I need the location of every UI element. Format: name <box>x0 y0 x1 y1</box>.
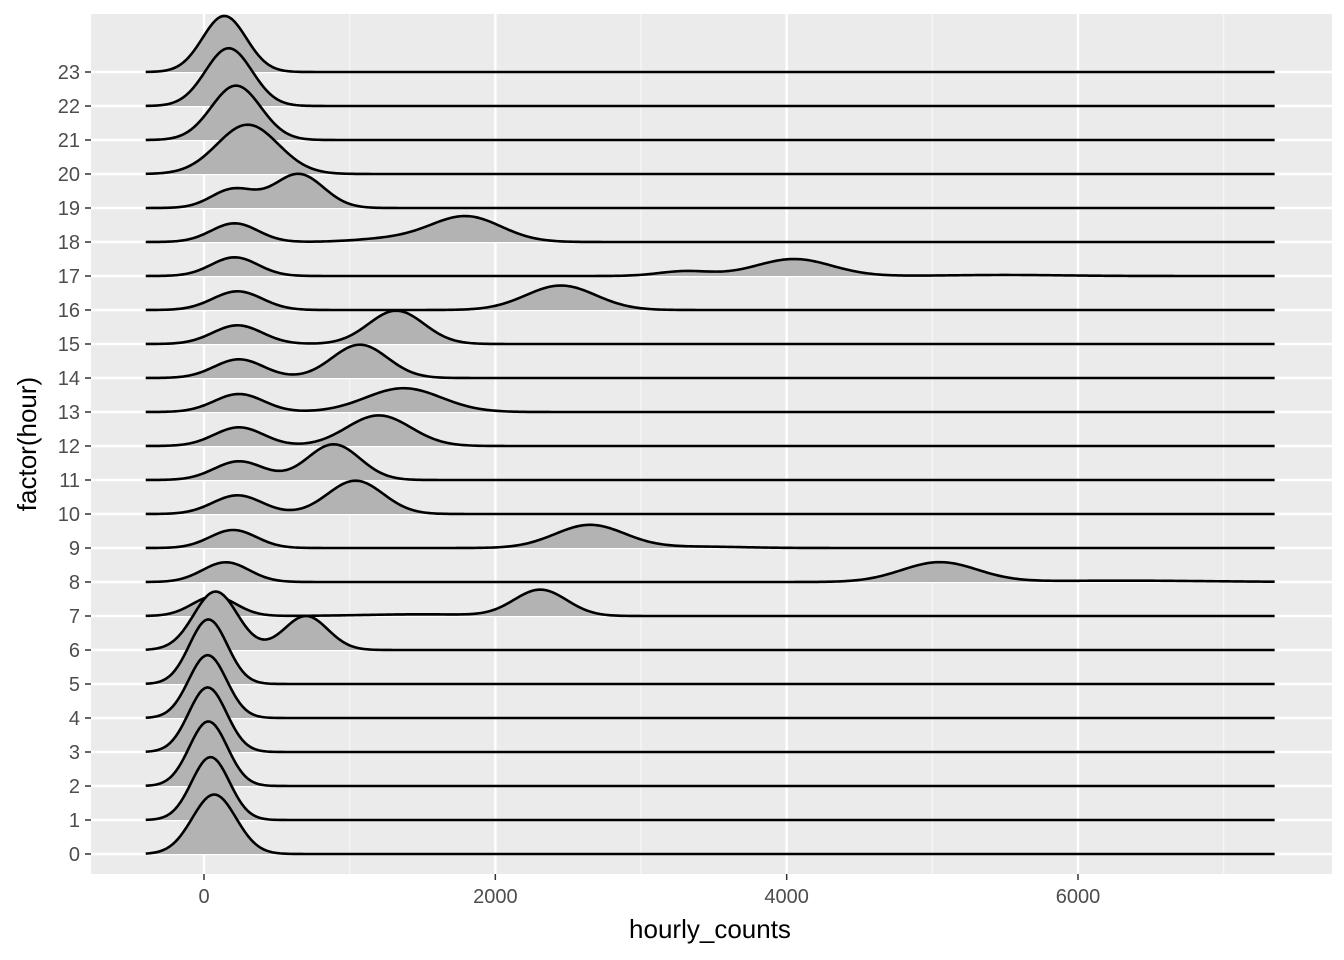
ridge-line-hour-21 <box>145 84 1275 142</box>
y-tick-label-3: 3 <box>69 742 80 764</box>
y-tick-label-11: 11 <box>59 470 80 492</box>
ridge-area-hour-10 <box>145 480 1275 514</box>
ridge-line-hour-6 <box>145 590 1275 652</box>
y-tick-label-8: 8 <box>69 572 80 594</box>
ridge-area-hour-14 <box>145 344 1275 378</box>
ridge-line-hour-11 <box>145 442 1275 482</box>
x-axis-title: hourly_counts <box>629 914 791 944</box>
y-tick-label-1: 1 <box>69 810 80 832</box>
y-tick-label-19: 19 <box>58 198 80 220</box>
y-tick-label-22: 22 <box>58 96 80 118</box>
y-tick-label-12: 12 <box>58 436 80 458</box>
ridge-line-hour-3 <box>145 686 1275 754</box>
x-tick-label-0: 0 <box>198 886 209 908</box>
x-tick-label-2: 4000 <box>764 886 809 908</box>
ridge-area-hour-12 <box>145 415 1275 446</box>
y-tick-label-10: 10 <box>58 504 80 526</box>
ridge-area-hour-9 <box>145 524 1275 548</box>
y-tick-label-14: 14 <box>58 368 80 390</box>
ridge-line-hour-5 <box>145 618 1275 686</box>
ridge-line-hour-2 <box>145 720 1275 788</box>
ridge-area-hour-0 <box>145 794 1275 854</box>
ridge-line-hour-8 <box>145 560 1275 584</box>
x-tick-label-1: 2000 <box>473 886 518 908</box>
ridge-area-hour-23 <box>145 15 1275 72</box>
y-tick-label-13: 13 <box>58 402 80 424</box>
y-tick-label-9: 9 <box>69 538 80 560</box>
ridge-area-hour-19 <box>145 173 1275 208</box>
ridge-line-hour-15 <box>145 309 1275 346</box>
y-axis-title: factor(hour) <box>12 377 42 511</box>
y-tick-label-6: 6 <box>69 640 80 662</box>
ridge-line-hour-7 <box>145 588 1275 618</box>
y-tick-label-0: 0 <box>69 844 80 866</box>
y-tick-label-20: 20 <box>58 164 80 186</box>
ridge-line-hour-16 <box>145 284 1275 312</box>
ridge-line-hour-10 <box>145 479 1275 516</box>
ridges <box>145 14 1275 856</box>
y-tick-label-4: 4 <box>69 708 80 730</box>
ridge-area-hour-15 <box>145 310 1275 344</box>
y-tick-label-5: 5 <box>69 674 80 696</box>
ridge-area-hour-22 <box>145 48 1275 106</box>
y-tick-label-15: 15 <box>58 334 80 356</box>
ridge-area-hour-13 <box>145 388 1275 412</box>
ridge-line-hour-0 <box>145 793 1275 856</box>
ridge-line-hour-18 <box>145 214 1275 244</box>
ridge-area-hour-20 <box>145 124 1275 174</box>
x-axis: 0 2000 4000 6000 <box>198 874 1100 908</box>
y-tick-label-2: 2 <box>69 776 80 798</box>
ridge-area-hour-6 <box>145 591 1275 650</box>
ridge-line-hour-9 <box>145 523 1275 550</box>
ridge-line-hour-17 <box>145 256 1275 278</box>
ridge-line-hour-13 <box>145 386 1275 414</box>
ridge-line-hour-1 <box>145 755 1275 822</box>
ridge-area-hour-11 <box>145 444 1275 480</box>
y-tick-label-7: 7 <box>69 606 80 628</box>
ridge-line-hour-19 <box>145 172 1275 210</box>
ridge-area-hour-16 <box>145 285 1275 310</box>
y-tick-label-18: 18 <box>58 232 80 254</box>
ridge-line-hour-12 <box>145 414 1275 448</box>
y-tick-label-17: 17 <box>58 266 80 288</box>
y-tick-label-23: 23 <box>58 62 80 84</box>
ridge-line-hour-23 <box>145 14 1275 74</box>
ridge-area-hour-8 <box>145 562 1275 582</box>
ridge-area-hour-18 <box>145 216 1275 242</box>
y-tick-label-21: 21 <box>58 130 80 152</box>
ridge-line-hour-20 <box>145 123 1275 176</box>
ridge-line-hour-4 <box>145 653 1275 720</box>
x-tick-label-3: 6000 <box>1056 886 1101 908</box>
y-tick-label-16: 16 <box>58 300 80 322</box>
ridge-line-hour-22 <box>145 46 1275 108</box>
ridge-line-hour-14 <box>145 343 1275 380</box>
